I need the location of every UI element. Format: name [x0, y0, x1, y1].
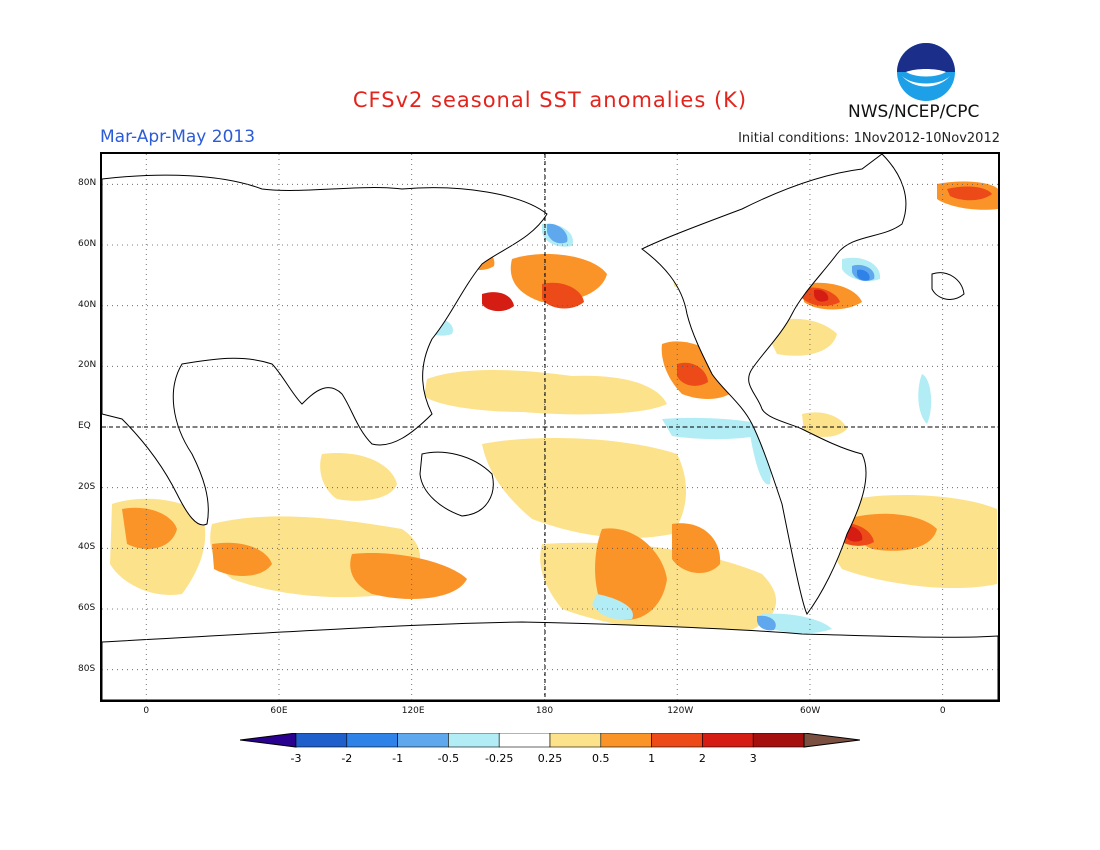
lon-tick-label: 0	[143, 706, 150, 716]
colorbar-label: 0.25	[538, 752, 563, 765]
lon-tick-label: 60E	[270, 706, 288, 716]
map-title: CFSv2 seasonal SST anomalies (K)	[352, 88, 748, 112]
colorbar-label: -3	[291, 752, 302, 765]
agency-label: NWS/NCEP/CPC	[848, 102, 980, 122]
colorbar-label: 2	[699, 752, 706, 765]
colorbar-swatch	[549, 733, 602, 748]
lon-tick-label: 60W	[799, 706, 821, 716]
colorbar-swatch	[498, 733, 551, 748]
colorbar-label: -2	[341, 752, 352, 765]
colorbar-min-arrow	[240, 733, 297, 748]
colorbar-max-arrow	[803, 733, 860, 748]
lon-tick-label: 180	[535, 706, 554, 716]
colorbar-swatch	[651, 733, 703, 748]
initial-conditions-label: Initial conditions: 1Nov2012-10Nov2012	[738, 131, 1000, 146]
colorbar-label: -1	[392, 752, 403, 765]
lat-tick-label: 80S	[78, 663, 96, 674]
lon-tick-label: 120E	[401, 706, 425, 716]
lon-tick-label: 120W	[667, 706, 694, 716]
map-canvas	[101, 153, 999, 701]
strong-cold-anomalies	[857, 269, 870, 281]
colorbar-swatch	[752, 733, 805, 748]
colorbar-label: -0.5	[438, 752, 459, 765]
season-label: Mar-Apr-May 2013	[100, 127, 256, 147]
noaa-logo-icon	[897, 43, 955, 101]
colorbar-swatch	[600, 733, 652, 748]
lat-tick-label: EQ	[78, 421, 91, 431]
colorbar-swatch	[295, 733, 348, 748]
lat-tick-label: 40N	[78, 299, 97, 310]
colorbar-label: 1	[648, 752, 655, 765]
colorbar-label: -0.25	[485, 752, 513, 765]
lat-tick-label: 40S	[78, 542, 96, 553]
lon-tick-label: 0	[939, 706, 946, 716]
colorbar-label: 0.5	[592, 752, 610, 765]
continent-outlines	[101, 153, 999, 701]
lat-tick-label: 80N	[78, 178, 97, 189]
colorbar-swatch	[448, 733, 500, 748]
colorbar-label: 3	[750, 752, 757, 765]
colorbar-swatch	[702, 733, 754, 748]
colorbar-swatch	[397, 733, 449, 748]
lat-tick-label: 60S	[78, 603, 96, 613]
colorbar-swatch	[346, 733, 398, 748]
lat-tick-label: 20N	[78, 360, 97, 371]
colorbar-legend: -3 -2 -1 -0.5 -0.25 0.25 0.5 1 2 3	[240, 733, 860, 765]
sst-anomaly-map	[100, 152, 1000, 702]
lat-tick-label: 60N	[78, 239, 97, 249]
map-gridlines	[102, 154, 998, 700]
lat-tick-label: 20S	[78, 481, 96, 492]
